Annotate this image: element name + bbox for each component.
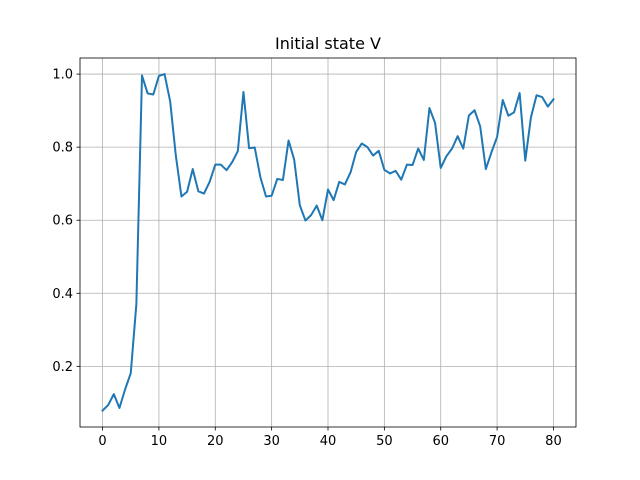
x-tick-label: 50 (376, 434, 393, 449)
x-tick-label: 10 (151, 434, 168, 449)
y-tick-label: 0.2 (52, 360, 73, 375)
chart-title: Initial state V (275, 34, 381, 53)
series-line (101, 73, 555, 412)
x-tick-label: 60 (432, 434, 449, 449)
y-tick-label: 1.0 (52, 68, 73, 83)
x-tick-label: 80 (545, 434, 562, 449)
x-tick-label: 40 (320, 434, 337, 449)
x-tick-label: 70 (489, 434, 506, 449)
x-tick-label: 30 (263, 434, 280, 449)
y-tick-label: 0.6 (52, 214, 73, 229)
y-tick-label: 0.8 (52, 141, 73, 156)
line-layer (101, 73, 555, 412)
x-tick-label: 20 (207, 434, 224, 449)
x-tick-label: 0 (98, 434, 106, 449)
tick-layer: 0 10 20 30 40 50 60 70 80 0.2 0.4 0.6 0.8 1.0 (52, 68, 561, 449)
y-tick-label: 0.4 (52, 287, 73, 302)
